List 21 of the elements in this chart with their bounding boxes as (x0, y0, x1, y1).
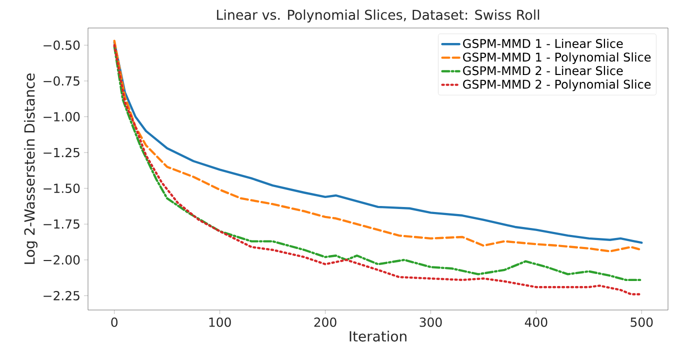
x-tick-label: 100 (209, 318, 231, 327)
y-tick-label: −1.25 (44, 148, 80, 158)
y-tick-label: −0.50 (44, 40, 80, 50)
chart-title: Linear vs. Polynomial Slices, Dataset: Swiss Roll (217, 9, 540, 22)
x-tick-label: 500 (630, 318, 653, 327)
legend-label: GSPM-MMD 2 - Polynomial Slice (463, 80, 651, 92)
x-tick-label: 200 (314, 318, 336, 327)
y-tick-label: −2.00 (44, 255, 80, 265)
y-axis-title: Log 2-Wasserstein Distance (24, 74, 38, 264)
legend-label: GSPM-MMD 2 - Linear Slice (463, 66, 623, 76)
x-tick-label: 400 (524, 318, 548, 327)
y-tick-label: −0.75 (44, 76, 80, 86)
legend-label: GSPM-MMD 1 - Linear Slice (463, 38, 623, 48)
legend-label: GSPM-MMD 1 - Polynomial Slice (463, 52, 651, 64)
x-tick-label: 300 (420, 318, 442, 327)
x-axis-title: Iteration (350, 330, 406, 342)
y-tick-label: −1.50 (44, 184, 80, 194)
y-tick-label: −1.75 (44, 219, 80, 229)
y-tick-label: −2.25 (44, 290, 80, 300)
y-tick-label: −1.00 (44, 112, 80, 122)
x-tick-label: 0 (111, 318, 118, 327)
